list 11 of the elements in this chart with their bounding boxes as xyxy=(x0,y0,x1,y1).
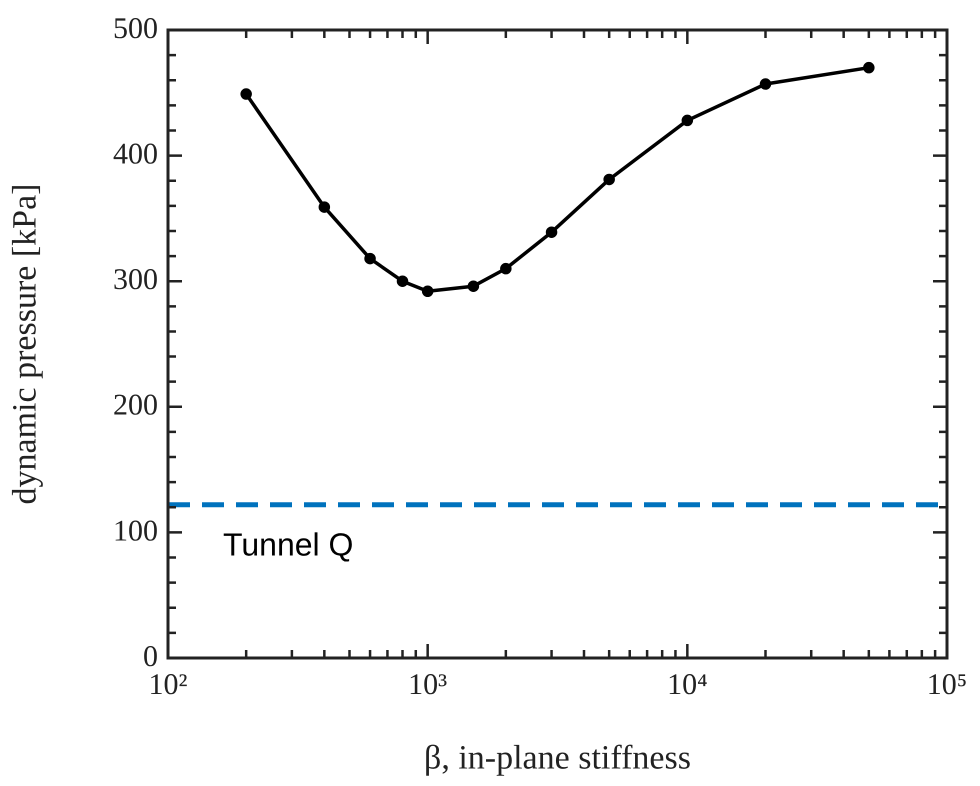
y-tick-label: 500 xyxy=(113,12,158,45)
x-tick-label: 10³ xyxy=(408,668,448,701)
y-tick-label: 400 xyxy=(113,137,158,170)
y-tick-label: 200 xyxy=(113,388,158,422)
ref-line-label: Tunnel Q xyxy=(223,526,354,563)
x-axis-title: β, in-plane stiffness xyxy=(424,740,691,777)
y-axis-title: dynamic pressure [kPa] xyxy=(6,183,44,505)
x-tick-label: 10⁵ xyxy=(926,668,968,701)
y-tick-label: 100 xyxy=(113,514,158,548)
y-tick-label: 300 xyxy=(113,263,158,296)
x-tick-label: 10⁴ xyxy=(667,668,708,701)
